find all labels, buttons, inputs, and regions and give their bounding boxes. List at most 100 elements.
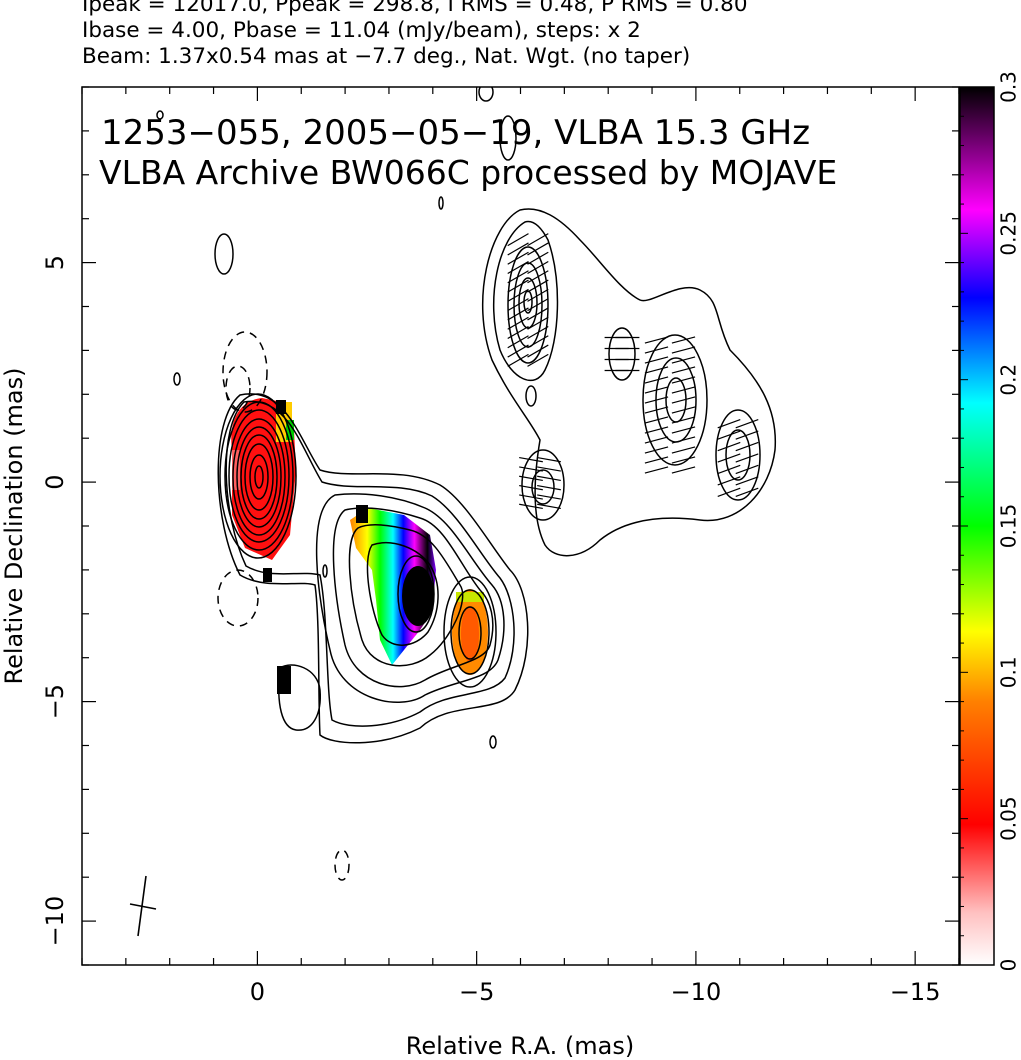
x-tick-label: −5 (459, 978, 494, 1006)
lobe-contour-small (525, 385, 537, 407)
evpa-tick (671, 376, 696, 384)
evpa-tick (537, 503, 561, 510)
jet-contour-6 (366, 541, 439, 646)
evpa-tick (671, 416, 696, 424)
island-small-3 (438, 196, 444, 210)
evpa-tick (671, 356, 696, 364)
lobe-contour-e1 (608, 327, 636, 381)
evpa-tick (717, 476, 741, 486)
lobe-contour-n4 (518, 277, 538, 329)
negative-contour-2 (225, 365, 251, 411)
evpa-tick (735, 453, 759, 463)
evpa-tick (527, 298, 549, 312)
evpa-tick (644, 446, 669, 454)
lobe-contour-n1 (492, 220, 559, 382)
colorbar-tick-label: 0.25 (997, 211, 1021, 256)
y-tick-label: 5 (41, 255, 69, 270)
evpa-tick (537, 456, 561, 463)
evpa-tick (527, 260, 549, 275)
negative-contour-4 (334, 849, 350, 881)
evpa-tick (671, 386, 696, 394)
core-black-pixel-2 (263, 568, 272, 582)
knot-contour-2 (450, 589, 490, 675)
evpa-tick (537, 494, 561, 500)
knot-polarization-inner (461, 606, 479, 662)
plot-title-line1: 1253−055, 2005−05−19, VLBA 15.3 GHz (101, 113, 810, 153)
evpa-tick (507, 260, 529, 275)
y-axis-label: Relative Declination (mas) (0, 367, 28, 684)
evpa-tick (644, 396, 669, 404)
evpa-tick (507, 251, 529, 265)
evpa-tick (527, 251, 549, 265)
x-tick-label: 0 (250, 978, 265, 1006)
evpa-tick (527, 288, 549, 302)
evpa-tick (519, 494, 543, 500)
beam-marker (129, 875, 157, 937)
evpa-tick (735, 487, 759, 497)
island-small-5 (322, 564, 328, 578)
lobe-contour-f2 (655, 357, 697, 443)
evpa-tick (644, 376, 669, 384)
lobe-contour-s2 (531, 469, 555, 505)
beam-minor-axis (129, 903, 157, 910)
core-contour-3 (228, 409, 290, 543)
core-contour-5 (236, 426, 282, 528)
island-small-8 (499, 115, 517, 161)
evpa-tick (527, 335, 549, 349)
lobe-contour-n2 (507, 246, 549, 364)
evpa-tick (644, 426, 669, 434)
evpa-tick (507, 316, 529, 330)
evpa-tick (527, 233, 549, 247)
evpa-tick (507, 233, 529, 247)
colorbar-tick-label: 0.15 (997, 504, 1021, 549)
negative-contour-3 (217, 569, 259, 627)
lobe-contour-n5 (523, 290, 533, 314)
evpa-tick (527, 242, 549, 256)
lobe-contour-g2 (725, 429, 751, 481)
lobe-contour-g1 (715, 409, 761, 501)
evpa-tick (735, 441, 759, 452)
evpa-tick (644, 366, 669, 374)
colorbar-ticks: 0 0.05 0.1 0.15 0.2 0.25 0.3 (960, 71, 1021, 971)
jet-contour-2 (225, 400, 515, 727)
evpa-tick (537, 466, 561, 472)
evpa-tick (671, 396, 696, 404)
header-intensity-stats: Ipeak = 12017.0, Ppeak = 298.8, I RMS = … (82, 0, 748, 17)
evpa-tick (644, 336, 669, 344)
island-small-4 (478, 87, 494, 102)
island-black-pixel (277, 666, 291, 694)
evpa-tick (735, 419, 759, 429)
evpa-tick (537, 475, 561, 482)
evpa-tick (507, 279, 529, 293)
evpa-tick (527, 353, 549, 367)
evpa-tick (507, 353, 529, 367)
evpa-tick (507, 307, 529, 321)
y-tick-label: 0 (41, 474, 69, 489)
core-contour-8 (249, 454, 269, 500)
evpa-tick (671, 406, 696, 414)
island-contour (278, 664, 321, 731)
evpa-tick (527, 344, 549, 358)
evpa-tick (507, 298, 529, 312)
lobe-contour-s1 (521, 449, 565, 521)
evpa-tick (507, 270, 529, 284)
evpa-tick (507, 335, 529, 349)
core-contour-9 (254, 465, 264, 489)
evpa-tick (671, 346, 696, 354)
x-tick-labels: 0 −5 −10 −15 (250, 978, 941, 1006)
evpa-tick (519, 503, 543, 510)
y-tick-label: −5 (41, 684, 69, 719)
header-beam-info: Beam: 1.37x0.54 mas at −7.7 deg., Nat. W… (82, 44, 691, 69)
evpa-tick (671, 336, 696, 344)
core-contour-6 (240, 434, 278, 520)
jet-contour-3 (315, 493, 505, 703)
evpa-tick (671, 446, 696, 454)
evpa-tick (519, 475, 543, 482)
jet-contour-8 (406, 573, 428, 619)
knot-contour-3 (458, 606, 482, 660)
evpa-tick (671, 436, 696, 444)
core-contour-4 (232, 418, 286, 536)
x-tick-label: −15 (890, 978, 941, 1006)
lobe-contour-f1 (642, 334, 708, 466)
